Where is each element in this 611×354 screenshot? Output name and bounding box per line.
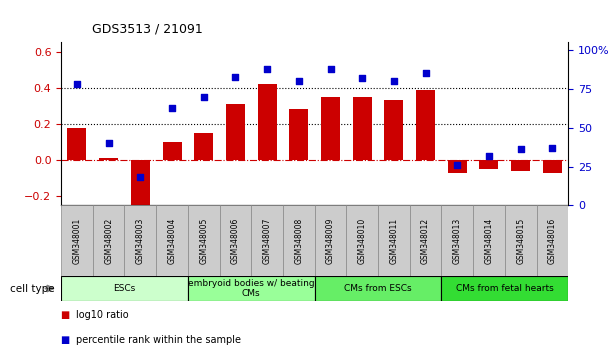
Point [294, 79, 304, 84]
Text: GSM348007: GSM348007 [263, 217, 272, 264]
Text: GSM348008: GSM348008 [295, 218, 303, 264]
Bar [188, 205, 219, 276]
Bar [353, 97, 371, 160]
Point [452, 162, 462, 168]
Text: embryoid bodies w/ beating
CMs: embryoid bodies w/ beating CMs [188, 279, 315, 298]
Text: ESCs: ESCs [114, 284, 136, 293]
Text: GSM348006: GSM348006 [231, 217, 240, 264]
Bar [321, 97, 340, 160]
Point [167, 105, 177, 110]
Bar [61, 205, 93, 276]
Point [516, 147, 525, 152]
Bar [61, 276, 188, 301]
Text: GSM348013: GSM348013 [453, 218, 462, 264]
Point [104, 141, 114, 146]
Text: log10 ratio: log10 ratio [76, 310, 129, 320]
Bar [156, 205, 188, 276]
Bar [131, 160, 150, 209]
Point [230, 74, 240, 79]
Text: GSM348002: GSM348002 [104, 218, 113, 264]
Bar [505, 205, 536, 276]
Bar [258, 84, 277, 160]
Bar [441, 276, 568, 301]
Bar [480, 160, 499, 169]
Point [326, 66, 335, 72]
Bar [163, 142, 181, 160]
Bar [543, 160, 562, 173]
Text: percentile rank within the sample: percentile rank within the sample [76, 335, 241, 345]
Bar [99, 158, 118, 160]
Point [547, 145, 557, 151]
Text: GSM348005: GSM348005 [199, 217, 208, 264]
Point [389, 79, 399, 84]
Bar [441, 205, 473, 276]
Bar [416, 90, 435, 160]
Text: cell type: cell type [10, 284, 55, 293]
Bar [290, 109, 309, 160]
Bar [511, 160, 530, 171]
Bar [384, 101, 403, 160]
Text: GSM348004: GSM348004 [167, 217, 177, 264]
Text: GSM348009: GSM348009 [326, 217, 335, 264]
Bar [194, 133, 213, 160]
Bar [378, 205, 410, 276]
Bar [226, 104, 245, 160]
Text: ■: ■ [61, 310, 73, 320]
Text: GSM348001: GSM348001 [73, 218, 81, 264]
Bar [473, 205, 505, 276]
Bar [188, 276, 315, 301]
Point [357, 75, 367, 81]
Bar [448, 160, 467, 173]
Point [421, 71, 431, 76]
Bar [410, 205, 441, 276]
Bar [315, 205, 346, 276]
Text: CMs from fetal hearts: CMs from fetal hearts [456, 284, 554, 293]
Bar [251, 205, 283, 276]
Point [199, 94, 208, 99]
Text: GSM348010: GSM348010 [357, 218, 367, 264]
Point [72, 81, 82, 87]
Bar [536, 205, 568, 276]
Text: GSM348016: GSM348016 [548, 218, 557, 264]
Bar [125, 205, 156, 276]
Bar [346, 205, 378, 276]
Text: GSM348014: GSM348014 [485, 218, 494, 264]
Bar [315, 276, 441, 301]
Text: GSM348003: GSM348003 [136, 217, 145, 264]
Point [136, 175, 145, 180]
Bar [93, 205, 125, 276]
Bar [67, 127, 87, 160]
Point [484, 153, 494, 159]
Bar [283, 205, 315, 276]
Text: GDS3513 / 21091: GDS3513 / 21091 [92, 22, 202, 35]
Bar [219, 205, 251, 276]
Text: GSM348012: GSM348012 [421, 218, 430, 264]
Text: ■: ■ [61, 335, 73, 345]
Text: GSM348011: GSM348011 [389, 218, 398, 264]
Text: CMs from ESCs: CMs from ESCs [344, 284, 412, 293]
Point [262, 66, 272, 72]
Text: GSM348015: GSM348015 [516, 218, 525, 264]
